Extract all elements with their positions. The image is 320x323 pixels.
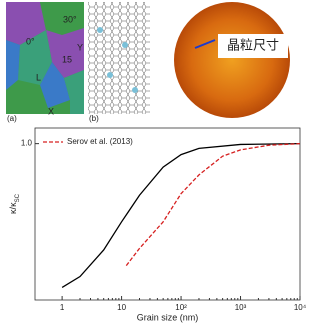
atom <box>97 27 103 33</box>
y-tick-label: 1.0 <box>21 139 33 148</box>
x-axis-label: Grain size (nm) <box>137 312 199 322</box>
line-series <box>125 142 301 266</box>
grain <box>46 28 84 78</box>
atom <box>107 72 113 78</box>
x-tick-label: 10³ <box>235 303 247 312</box>
line-series <box>61 142 301 289</box>
panel-a: 30° 0° 15 Y X L (a) <box>6 2 84 123</box>
x-tick-label: 10 <box>117 303 126 312</box>
grain <box>40 2 84 35</box>
grain <box>6 40 20 90</box>
caption: 晶粒尺寸 <box>227 37 279 52</box>
panel-c: 晶粒尺寸 <box>174 2 290 118</box>
atom <box>132 87 138 93</box>
label: 0° <box>26 36 35 46</box>
panel-tag: (b) <box>89 114 99 123</box>
grain <box>40 62 70 108</box>
panel-tag: (a) <box>7 114 17 123</box>
label: Y <box>77 42 83 52</box>
caption-box <box>218 34 288 58</box>
grain <box>6 2 46 45</box>
grain <box>18 30 52 85</box>
label: 15 <box>62 54 72 64</box>
grain-image <box>174 2 290 118</box>
x-tick-label: 10² <box>175 303 187 312</box>
chart: 1 10 10² 10³ 10⁴ 1.0 Grain size (nm) κ/κSC Serov… <box>8 127 307 322</box>
arrow <box>194 39 216 49</box>
x-tick-label: 10⁴ <box>294 303 307 312</box>
lattice <box>88 2 150 114</box>
y-axis-label-main: κ/κ <box>8 202 18 214</box>
label: X <box>48 106 54 116</box>
y-axis-label: κ/κSC <box>8 193 20 214</box>
atom <box>122 42 128 48</box>
grain <box>64 70 84 114</box>
legend-label: Serov et al. (2013) <box>67 137 133 146</box>
panel-b: (b) <box>88 2 150 123</box>
y-axis-label-sub: SC <box>15 193 21 202</box>
x-tick-label: 1 <box>60 303 65 312</box>
label: 30° <box>63 14 77 24</box>
label: L <box>36 72 41 82</box>
